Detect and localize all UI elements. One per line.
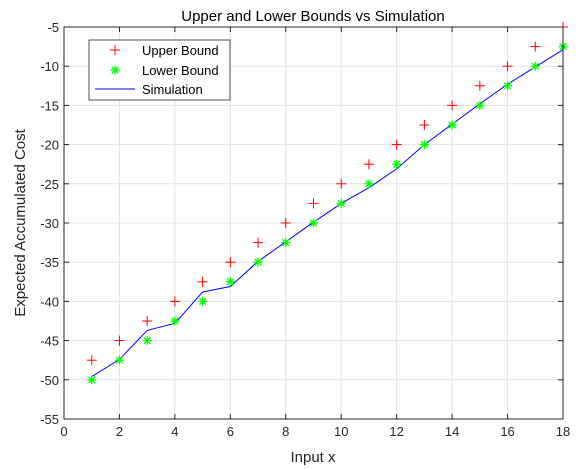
upper-bound-marker — [419, 120, 430, 130]
upper-bound-marker — [363, 159, 374, 170]
legend-label: Upper Bound — [142, 43, 219, 58]
legend-asterisk-swatch — [110, 65, 120, 75]
upper-bound-marker — [142, 316, 153, 326]
ticks: 0 2 4 6 8 10 12 14 16 18 -55 -50 -45 -40 -35 -30 -25 -20 -… — [40, 20, 570, 439]
lower-bound-marker — [198, 296, 208, 306]
lower-bound-marker — [419, 140, 429, 150]
x-tick-label: 8 — [282, 424, 289, 439]
x-tick-label: 6 — [227, 424, 234, 439]
upper-bound-marker — [391, 139, 402, 150]
upper-bound-marker — [530, 41, 541, 52]
x-axis-label: Input x — [290, 449, 336, 466]
legend-label: Lower Bound — [142, 63, 219, 78]
x-tick-label: 4 — [171, 424, 178, 439]
lower-bound-marker — [475, 100, 485, 110]
upper-bound-marker — [169, 296, 180, 307]
simulation-line — [91, 49, 564, 378]
lower-bound-marker — [114, 355, 124, 365]
upper-bound-marker — [86, 355, 97, 366]
upper-bound-marker — [474, 80, 485, 91]
x-tick-label: 16 — [500, 424, 514, 439]
upper-bound-marker — [197, 276, 208, 287]
x-tick-label: 12 — [389, 424, 403, 439]
lower-bound-marker — [447, 120, 457, 130]
series-layer — [86, 22, 568, 385]
lower-bound-marker — [336, 198, 346, 208]
upper-bound-marker — [114, 335, 125, 346]
lower-bound-marker — [364, 179, 374, 189]
y-tick-label: -55 — [40, 412, 59, 427]
upper-bound-marker — [502, 61, 513, 72]
legend: Upper Bound Lower Bound Simulation — [88, 39, 231, 101]
y-axis-label: Expected Accumulated Cost — [12, 128, 29, 316]
lower-bound-marker — [309, 218, 318, 228]
legend-entry: Lower Bound — [110, 63, 219, 78]
lower-bound-marker — [225, 277, 235, 287]
legend-entry: Simulation — [95, 82, 203, 97]
lower-bound-marker — [170, 316, 180, 326]
upper-bound-marker — [253, 237, 264, 248]
lower-bound-marker — [530, 61, 540, 71]
upper-bound-marker — [308, 198, 319, 209]
y-tick-label: -5 — [47, 20, 59, 35]
upper-bound-marker — [225, 257, 236, 268]
y-tick-label: -30 — [40, 216, 59, 231]
y-tick-label: -25 — [40, 177, 59, 192]
x-tick-label: 14 — [445, 424, 459, 439]
x-tick-label: 18 — [556, 424, 570, 439]
y-tick-label: -40 — [40, 294, 59, 309]
upper-bound-marker — [336, 178, 347, 189]
x-tick-label: 2 — [116, 424, 123, 439]
y-tick-label: -20 — [40, 138, 59, 153]
lower-bound-marker — [142, 336, 152, 346]
lower-bound-marker — [87, 375, 97, 385]
lower-bound-marker — [392, 159, 402, 169]
y-tick-label: -45 — [40, 334, 59, 349]
x-tick-label: 0 — [60, 424, 67, 439]
y-tick-label: -10 — [40, 59, 59, 74]
lower-bound-marker — [253, 257, 263, 267]
x-tick-label: 10 — [334, 424, 348, 439]
legend-plus-swatch — [110, 45, 120, 55]
upper-bound-marker — [280, 218, 291, 228]
y-tick-label: -50 — [40, 373, 59, 388]
lower-bound-marker — [503, 81, 513, 91]
upper-bound-marker — [447, 100, 458, 111]
legend-label: Simulation — [142, 82, 203, 97]
y-tick-label: -35 — [40, 255, 59, 270]
lower-bound-marker — [281, 238, 291, 248]
chart-title: Upper and Lower Bounds vs Simulation — [181, 8, 444, 25]
legend-entry: Upper Bound — [110, 43, 219, 58]
y-tick-label: -15 — [40, 98, 59, 113]
